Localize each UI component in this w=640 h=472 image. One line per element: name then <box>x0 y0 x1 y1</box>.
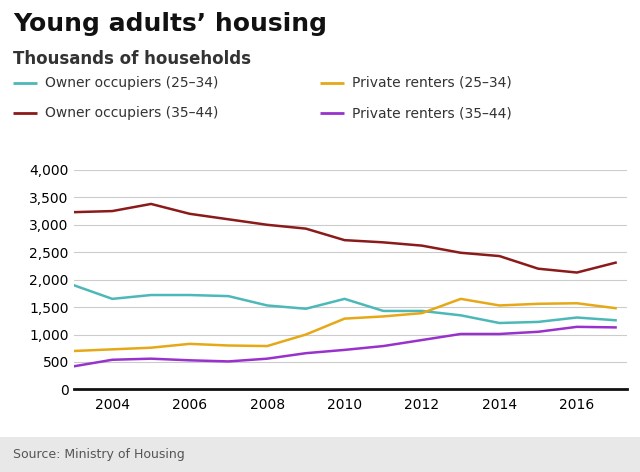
Text: Thousands of households: Thousands of households <box>13 50 251 67</box>
Text: Private renters (25–34): Private renters (25–34) <box>352 76 512 90</box>
Text: Owner occupiers (25–34): Owner occupiers (25–34) <box>45 76 218 90</box>
Text: Private renters (35–44): Private renters (35–44) <box>352 106 512 120</box>
Text: Owner occupiers (35–44): Owner occupiers (35–44) <box>45 106 218 120</box>
Text: BBC: BBC <box>572 447 606 462</box>
Text: Source: Ministry of Housing: Source: Ministry of Housing <box>13 448 184 461</box>
Text: Young adults’ housing: Young adults’ housing <box>13 12 327 36</box>
